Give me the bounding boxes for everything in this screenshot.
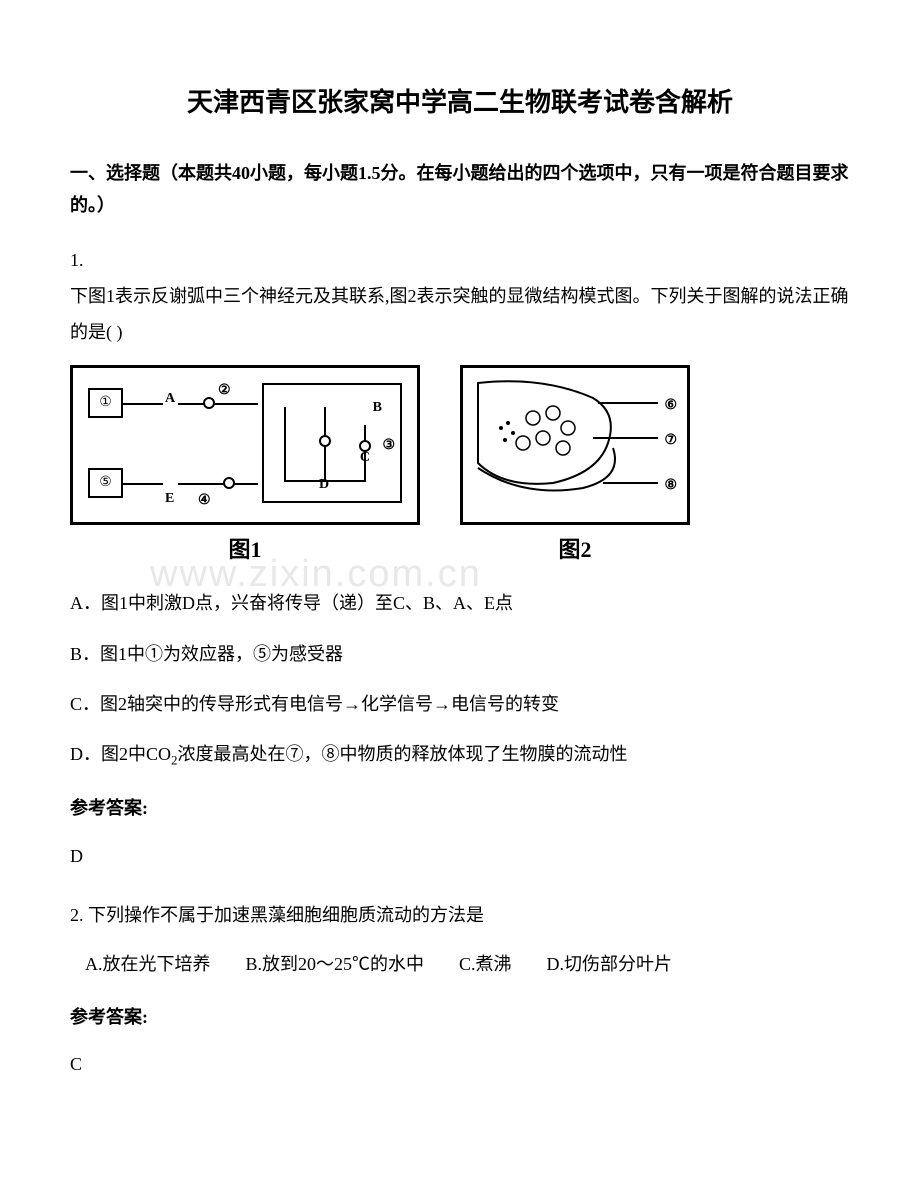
q2-option-a: A.放在光下培养 xyxy=(85,948,211,980)
fig2-label-7: ⑦ xyxy=(664,428,677,453)
figure1-diagram: ① ⑤ A E ② ④ B ③ C D xyxy=(70,365,420,525)
q2-option-b: B.放到20～25℃的水中 xyxy=(246,948,425,980)
figures-container: ① ⑤ A E ② ④ B ③ C D xyxy=(70,365,850,570)
fig1-label-a: A xyxy=(165,386,175,411)
page-title: 天津西青区张家窝中学高二生物联考试卷含解析 xyxy=(70,80,850,127)
q1-option-c: C．图2轴突中的传导形式有电信号→化学信号→电信号的转变 xyxy=(70,688,850,720)
q1-option-a: A．图1中刺激D点，兴奋将传导（递）至C、B、A、E点 xyxy=(70,587,850,619)
q1-option-d-pre: D．图2中CO xyxy=(70,744,171,764)
fig1-label-b: B xyxy=(373,395,382,420)
q1-answer-label: 参考答案: xyxy=(70,792,850,824)
fig1-label-4: ④ xyxy=(198,488,211,513)
q2-answer: C xyxy=(70,1048,850,1080)
fig1-right-box: B ③ C D xyxy=(262,383,402,503)
figure2-wrapper: ⑥ ⑦ ⑧ 图2 xyxy=(460,365,690,570)
fig2-label-6: ⑥ xyxy=(664,393,677,418)
q1-option-d: D．图2中CO2浓度最高处在⑦，⑧中物质的释放体现了生物膜的流动性 xyxy=(70,738,850,772)
fig1-label-e: E xyxy=(165,486,174,511)
fig1-label-2: ② xyxy=(218,378,231,403)
q2-text: 2. 下列操作不属于加速黑藻细胞细胞质流动的方法是 xyxy=(70,897,850,933)
figure1-label: 图1 xyxy=(228,530,261,570)
q2-option-c: C.煮沸 xyxy=(459,948,512,980)
figure2-diagram: ⑥ ⑦ ⑧ xyxy=(460,365,690,525)
q1-body: 下图1表示反谢弧中三个神经元及其联系,图2表示突触的显微结构模式图。下列关于图解… xyxy=(70,286,849,342)
q1-option-b: B．图1中①为效应器，⑤为感受器 xyxy=(70,638,850,670)
q2-answer-label: 参考答案: xyxy=(70,1001,850,1033)
q1-number: 1. xyxy=(70,250,84,270)
q1-option-d-post: 浓度最高处在⑦，⑧中物质的释放体现了生物膜的流动性 xyxy=(178,744,628,764)
fig1-box-5: ⑤ xyxy=(88,468,123,498)
q1-text: 1. 下图1表示反谢弧中三个神经元及其联系,图2表示突触的显微结构模式图。下列关… xyxy=(70,242,850,350)
fig2-label-8: ⑧ xyxy=(664,473,677,498)
q2-option-d: D.切伤部分叶片 xyxy=(547,948,673,980)
fig1-label-3: ③ xyxy=(382,433,395,458)
q2-body: 下列操作不属于加速黑藻细胞细胞质流动的方法是 xyxy=(84,905,485,925)
q2-number: 2. xyxy=(70,905,84,925)
question-2: 2. 下列操作不属于加速黑藻细胞细胞质流动的方法是 A.放在光下培养 B.放到2… xyxy=(70,897,850,1080)
question-1: 1. 下图1表示反谢弧中三个神经元及其联系,图2表示突触的显微结构模式图。下列关… xyxy=(70,242,850,873)
fig1-box-1: ① xyxy=(88,388,123,418)
q1-answer: D xyxy=(70,840,850,872)
section-header: 一、选择题（本题共40小题，每小题1.5分。在每小题给出的四个选项中，只有一项是… xyxy=(70,157,850,222)
figure1-wrapper: ① ⑤ A E ② ④ B ③ C D xyxy=(70,365,420,570)
figure2-label: 图2 xyxy=(558,530,591,570)
q2-options: A.放在光下培养 B.放到20～25℃的水中 C.煮沸 D.切伤部分叶片 xyxy=(85,948,850,980)
